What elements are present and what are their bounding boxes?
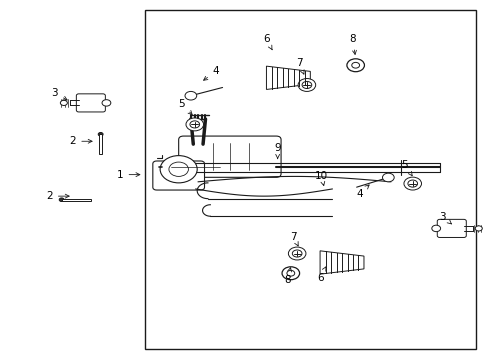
- Text: 1: 1: [117, 170, 140, 180]
- Text: 10: 10: [314, 171, 327, 185]
- Text: 5: 5: [401, 160, 411, 176]
- FancyBboxPatch shape: [436, 219, 466, 238]
- Text: 9: 9: [274, 143, 281, 158]
- Circle shape: [474, 226, 481, 231]
- Text: 7: 7: [290, 232, 298, 246]
- Circle shape: [59, 198, 64, 202]
- Circle shape: [302, 81, 311, 89]
- Text: 2: 2: [69, 136, 92, 146]
- Circle shape: [298, 78, 315, 91]
- Text: 3: 3: [439, 212, 450, 224]
- Text: 8: 8: [284, 268, 291, 285]
- Circle shape: [431, 225, 440, 231]
- Circle shape: [292, 250, 302, 257]
- Text: 2: 2: [46, 191, 69, 201]
- Circle shape: [407, 180, 417, 187]
- Text: 3: 3: [52, 88, 67, 100]
- Circle shape: [346, 59, 364, 72]
- Text: 6: 6: [316, 267, 325, 283]
- Text: 6: 6: [263, 35, 272, 50]
- Polygon shape: [266, 66, 310, 89]
- Circle shape: [286, 270, 294, 276]
- Circle shape: [60, 100, 67, 105]
- Bar: [61, 199, 91, 201]
- Circle shape: [189, 121, 199, 128]
- FancyBboxPatch shape: [178, 136, 281, 177]
- Bar: [144, 10, 475, 348]
- Text: 8: 8: [349, 35, 356, 54]
- FancyBboxPatch shape: [153, 161, 204, 190]
- Circle shape: [168, 162, 188, 176]
- FancyBboxPatch shape: [76, 94, 105, 112]
- Circle shape: [185, 118, 203, 131]
- Circle shape: [160, 156, 197, 183]
- Circle shape: [351, 62, 359, 68]
- Circle shape: [403, 177, 421, 190]
- Text: 4: 4: [356, 185, 368, 199]
- Circle shape: [288, 247, 305, 260]
- Text: 4: 4: [203, 66, 219, 80]
- Circle shape: [184, 91, 196, 100]
- Text: 7: 7: [295, 58, 304, 74]
- Polygon shape: [320, 251, 363, 274]
- Circle shape: [382, 173, 393, 182]
- Circle shape: [98, 132, 103, 136]
- Text: 5: 5: [178, 99, 192, 114]
- Bar: [99, 134, 102, 154]
- Circle shape: [102, 100, 111, 106]
- Circle shape: [282, 267, 299, 280]
